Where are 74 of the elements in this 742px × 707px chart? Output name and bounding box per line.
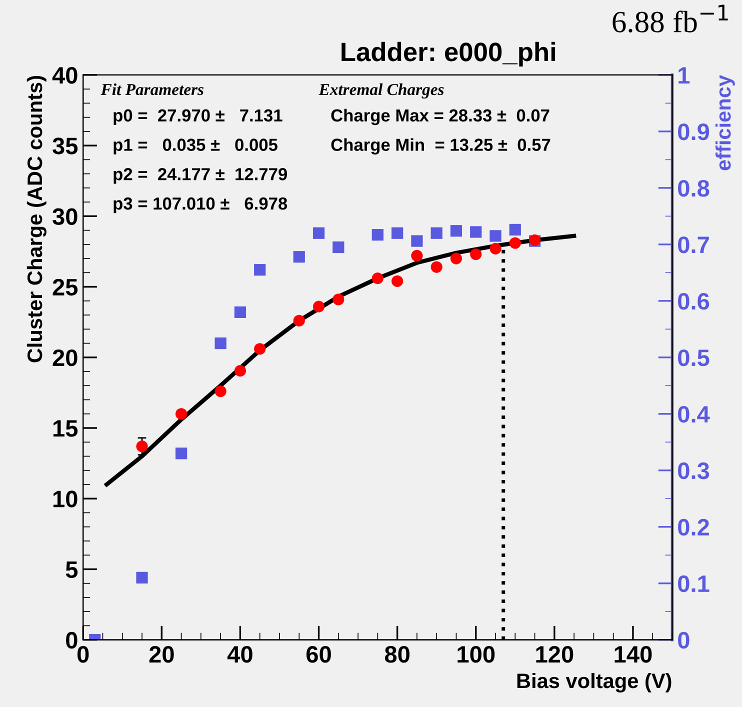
annotation: Fit Parameters (100, 83, 204, 96)
y2-tick-label: 0.1 (678, 575, 710, 592)
point (430, 227, 442, 239)
x-tick-label: 140 (614, 646, 652, 663)
point (411, 235, 423, 247)
y-tick-label: 30 (52, 208, 78, 225)
point (430, 261, 442, 273)
x-tick-label: 80 (384, 646, 410, 663)
y2-tick-label: 0.8 (678, 180, 710, 197)
annotation: Extremal Charges (318, 83, 444, 99)
annotation: p2 = 24.177 ± 12.779 (114, 168, 287, 184)
y-tick-label: 10 (53, 490, 78, 508)
x-tick-label: 20 (149, 646, 174, 663)
x-tick-label: 40 (227, 646, 252, 663)
point (490, 230, 502, 242)
y-tick-label: 15 (53, 420, 78, 437)
point (136, 572, 148, 584)
y-tick-label: 0 (66, 632, 78, 649)
y2-tick-label: 0.3 (678, 462, 710, 480)
y-tick-label: 20 (52, 349, 78, 366)
annotation: p0 = 27.970 ± 7.131 (114, 109, 282, 126)
point (234, 306, 246, 318)
point (470, 248, 482, 260)
x-axis-title: Bias voltage (V) (517, 672, 672, 692)
y2-tick-label: 0.5 (678, 349, 710, 366)
point (136, 440, 148, 452)
point (450, 252, 462, 264)
point (312, 300, 325, 312)
point (254, 264, 266, 276)
point (509, 224, 521, 236)
y2-axis-title: efficiency (715, 75, 735, 170)
point (332, 241, 344, 254)
point (175, 408, 188, 420)
point (411, 250, 423, 262)
y2-tick-label: 0 (678, 632, 690, 649)
y2-tick-label: 0.6 (678, 292, 710, 310)
chart-subtitle: 6.88 fb$^{−1}$ (612, 4, 728, 33)
chart-title: Ladder: e000_phi (342, 42, 556, 67)
point (234, 364, 246, 377)
point (392, 275, 404, 287)
y-tick-label: 40 (52, 67, 78, 84)
y-tick-label: 35 (52, 138, 78, 154)
point (214, 337, 226, 350)
annotation: Charge Min = 13.25 ± 0.57 (331, 138, 550, 154)
point (372, 228, 384, 241)
point (214, 385, 226, 398)
point (470, 226, 482, 238)
line-series (104, 234, 576, 487)
y-tick-label: 25 (52, 278, 78, 296)
y2-tick-label: 0.4 (678, 406, 710, 423)
point (450, 225, 462, 237)
y-tick-label: 5 (66, 562, 78, 578)
y2-tick-label: 0.7 (678, 236, 709, 254)
annotation: p1 = 0.035 ± 0.005 (114, 138, 278, 154)
y2-tick-label: 0.2 (678, 518, 709, 536)
point (372, 272, 384, 284)
x-tick-label: 120 (536, 646, 574, 663)
y2-tick-label: 0.9 (678, 124, 710, 140)
point (254, 343, 266, 355)
x-tick-label: 0 (77, 646, 89, 663)
point (312, 227, 325, 239)
point (392, 227, 404, 239)
annotation: Charge Max = 28.33 ± 0.07 (331, 108, 550, 126)
x-tick-label: 60 (306, 646, 331, 663)
annotation: p3 = 107.010 ± 6.978 (114, 197, 288, 214)
y2-tick-label: 1 (678, 67, 690, 84)
x-tick-label: 100 (458, 646, 495, 663)
point (509, 237, 521, 249)
point (490, 242, 502, 254)
point (293, 314, 305, 326)
point (175, 448, 188, 460)
y-axis-title: Cluster Charge (ADC counts) (26, 76, 46, 362)
point (332, 294, 344, 306)
point (293, 251, 305, 263)
